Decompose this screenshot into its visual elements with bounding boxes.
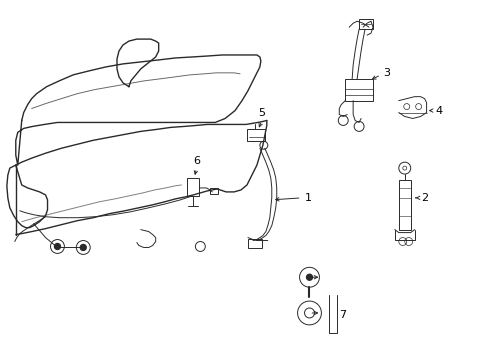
Text: 6: 6 — [192, 156, 200, 166]
Bar — [345, 79, 372, 100]
Text: 7: 7 — [339, 310, 346, 320]
Circle shape — [306, 274, 312, 280]
Bar — [246, 129, 264, 141]
Text: 5: 5 — [258, 108, 265, 118]
Circle shape — [54, 243, 61, 249]
Bar — [210, 188, 218, 194]
Bar — [247, 239, 262, 248]
Text: 3: 3 — [382, 68, 389, 78]
Text: 1: 1 — [304, 193, 311, 203]
Text: 2: 2 — [420, 193, 427, 203]
Bar — [358, 19, 372, 29]
Circle shape — [80, 244, 86, 251]
Bar — [398, 180, 410, 230]
Text: 4: 4 — [435, 105, 442, 116]
Bar — [187, 178, 199, 196]
